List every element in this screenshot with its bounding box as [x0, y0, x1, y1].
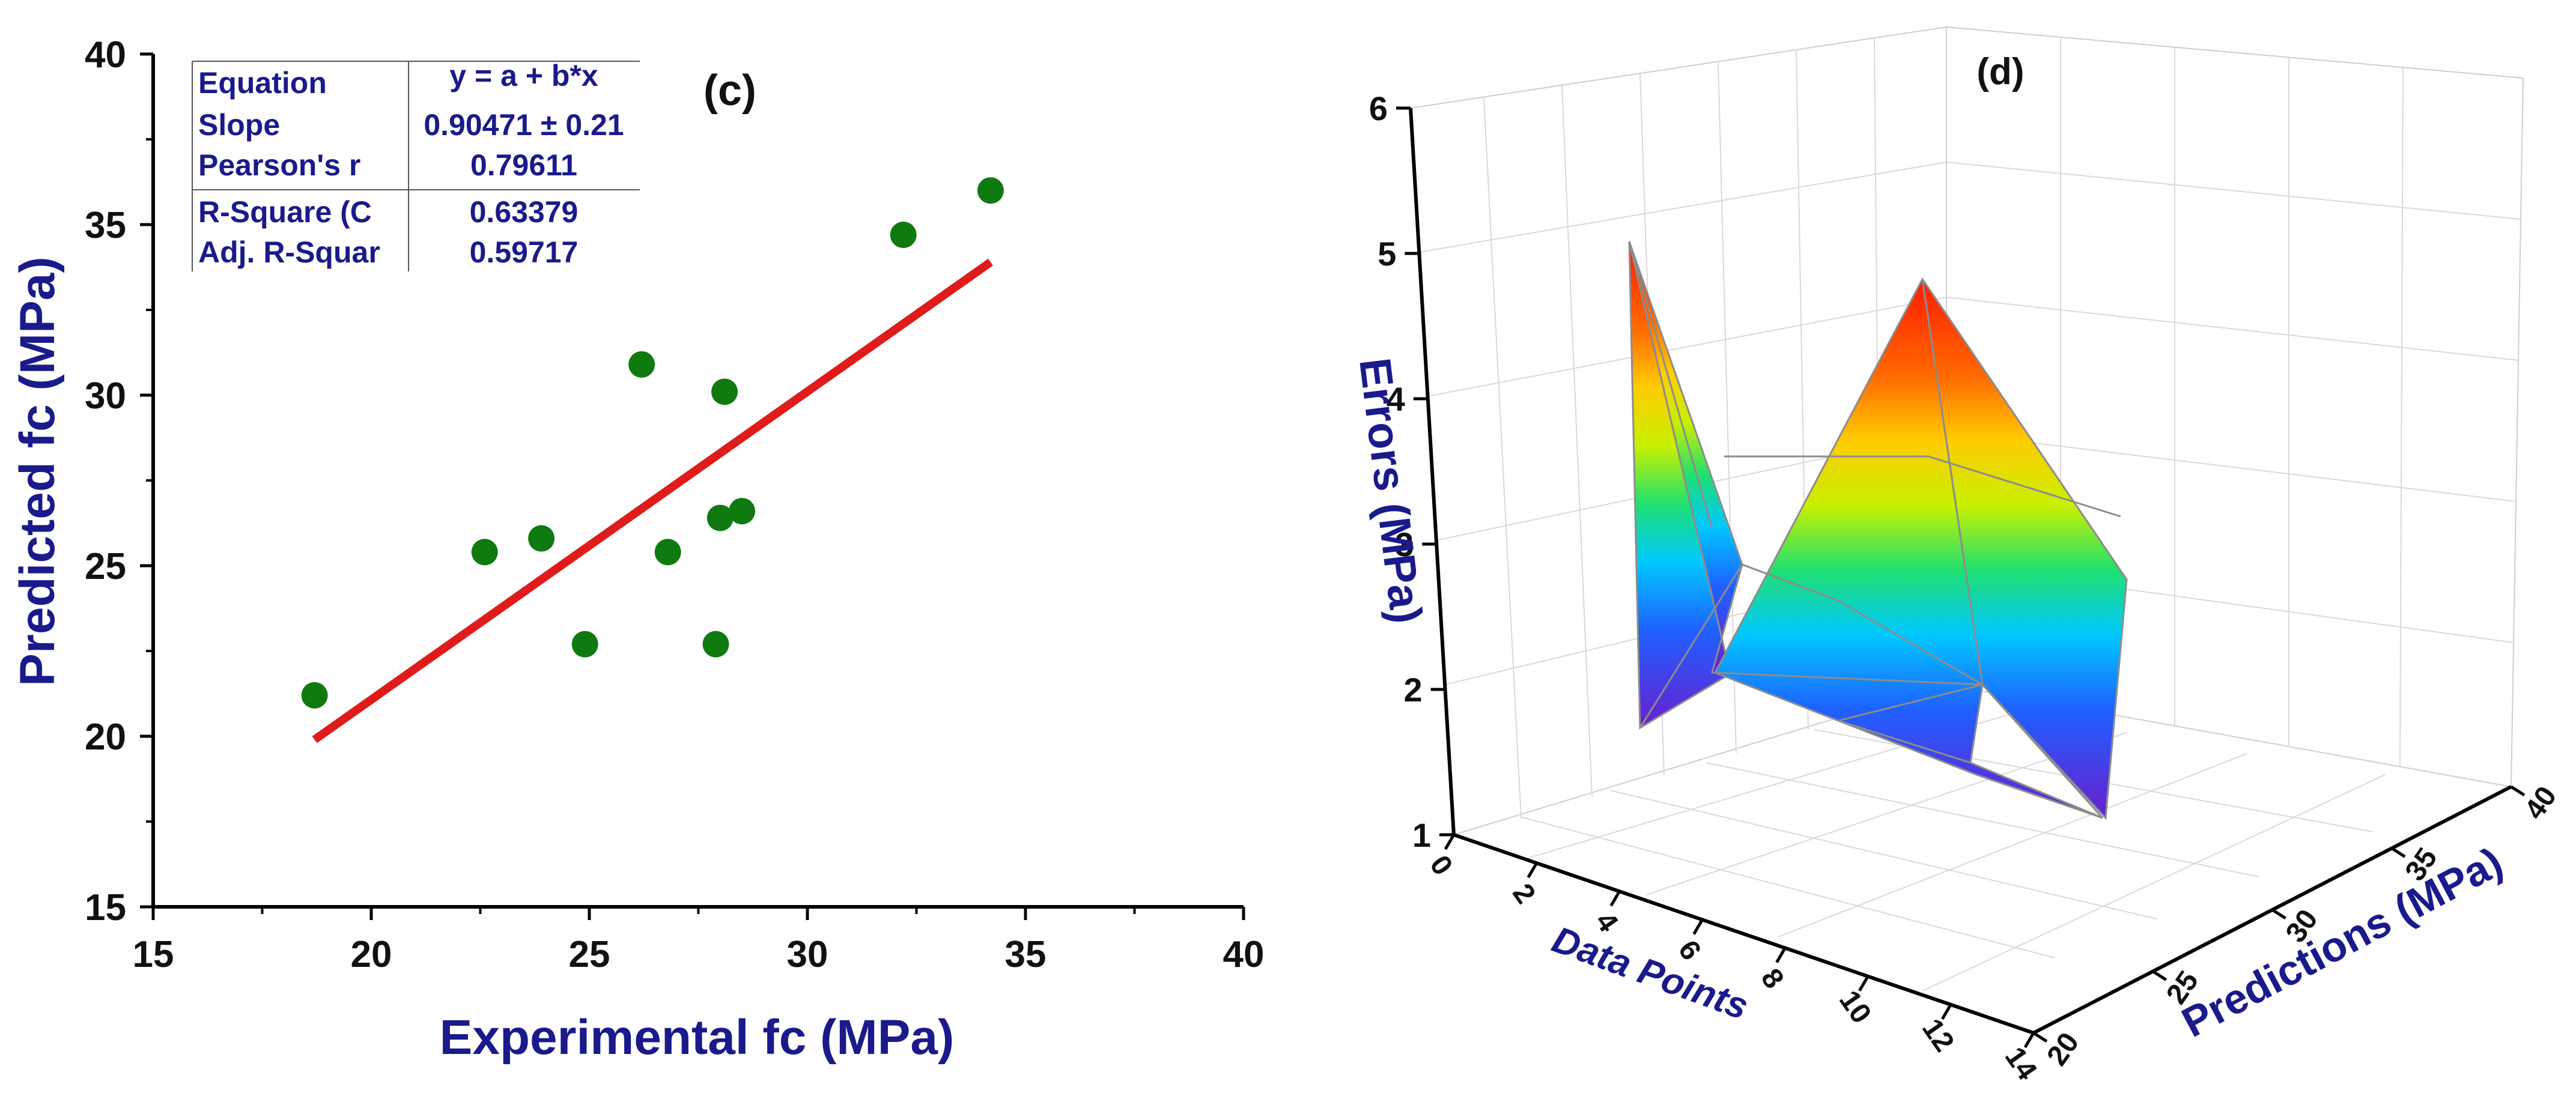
- z-tick-label: 2: [1403, 671, 1422, 709]
- x3d-tick-label: 8: [1755, 963, 1790, 995]
- surface-left-peak-side: [1628, 241, 1743, 675]
- z-tick-label: 5: [1378, 235, 1396, 273]
- y-tick-label: 40: [85, 34, 126, 76]
- data-point: [301, 682, 328, 709]
- x3d-tick-label: 0: [1423, 850, 1459, 881]
- stats-value: y = a + b*x: [449, 59, 598, 92]
- y3d-tick-mark: [2152, 970, 2167, 981]
- data-point: [654, 539, 681, 566]
- y3d-tick-label: 40: [2518, 781, 2563, 825]
- data-point: [702, 631, 729, 658]
- y3d-tick-mark: [2032, 1031, 2048, 1043]
- x3d-tick-mark: [1858, 975, 1870, 992]
- x3d-tick-mark: [1940, 1004, 1952, 1020]
- panel-label-c: (c): [703, 67, 756, 115]
- x3d-tick-mark: [1775, 947, 1787, 963]
- data-point: [977, 177, 1004, 204]
- data-point: [528, 525, 555, 552]
- x3d-tick-mark: [2023, 1032, 2035, 1049]
- x-tick-label: 15: [133, 934, 174, 975]
- stats-label: Equation: [198, 66, 327, 100]
- x-tick-label: 25: [569, 934, 610, 975]
- scatter-panel: 15 20 25 30 35 40 15 20 25 30 35 40 Equation y = a +…: [10, 34, 1264, 1065]
- z-tick-label: 3: [1395, 525, 1414, 563]
- z-tick-label: 6: [1369, 89, 1388, 127]
- data-point: [628, 351, 655, 378]
- surface-mesh-lines: [1628, 241, 2121, 819]
- x-axis-3d-line: [1453, 833, 2034, 1035]
- x3d-tick-label: 10: [1833, 985, 1877, 1029]
- z-axis-line: [1409, 107, 1456, 835]
- x-axis-3d-title: Data Points: [1547, 919, 1754, 1028]
- x-tick-label: 35: [1005, 934, 1046, 975]
- z-axis-title: Errors (MPa): [1350, 355, 1432, 626]
- x3d-tick-label: 2: [1506, 878, 1542, 909]
- data-point: [571, 631, 598, 658]
- stats-value: 0.79611: [470, 148, 577, 182]
- data-point: [890, 222, 917, 249]
- y-tick-label: 20: [85, 716, 126, 758]
- x-tick-label: 30: [787, 934, 828, 975]
- y-tick-label: 25: [85, 546, 126, 587]
- stats-label: Pearson's r: [198, 148, 360, 182]
- x3d-tick-label: 12: [1916, 1013, 1960, 1058]
- stats-label: Adj. R-Squar: [198, 235, 380, 269]
- y-tick-label: 30: [85, 375, 126, 417]
- x3d-tick-mark: [1526, 862, 1539, 879]
- stats-value: 0.59717: [470, 235, 579, 269]
- x3d-tick-mark: [1609, 891, 1621, 907]
- data-point: [706, 504, 734, 531]
- fit-line: [312, 258, 993, 743]
- x3d-tick-mark: [1444, 834, 1456, 850]
- stats-table: Equation y = a + b*x Slope 0.90471 ± 0.21 Pe…: [192, 59, 640, 271]
- stats-label: Slope: [198, 108, 280, 142]
- panel-label-d: (d): [1976, 51, 2024, 92]
- error-surface: [1628, 241, 2128, 820]
- data-point: [471, 539, 498, 566]
- y-axis-title: Predicted fc (MPa): [10, 256, 65, 686]
- x3d-tick-label: 14: [1999, 1041, 2043, 1086]
- data-point: [711, 378, 738, 405]
- data-point: [729, 498, 756, 525]
- x-tick-label: 20: [351, 934, 392, 975]
- stats-value: 0.63379: [470, 195, 579, 229]
- y3d-tick-mark: [2510, 785, 2526, 797]
- y3d-tick-label: 20: [2041, 1027, 2085, 1071]
- y-tick-label: 35: [85, 205, 126, 246]
- x3d-tick-mark: [1692, 919, 1704, 935]
- y-tick-label: 15: [85, 887, 126, 928]
- stats-value: 0.90471 ± 0.21: [424, 108, 624, 142]
- x-tick-label: 40: [1223, 934, 1265, 975]
- stats-label: R-Square (C: [198, 195, 372, 229]
- y3d-tick-mark: [2271, 908, 2286, 920]
- z-tick-label: 4: [1387, 380, 1405, 418]
- z-tick-label: 1: [1412, 816, 1431, 854]
- y3d-tick-mark: [2390, 847, 2406, 858]
- x-axis-title: Experimental fc (MPa): [440, 1010, 955, 1065]
